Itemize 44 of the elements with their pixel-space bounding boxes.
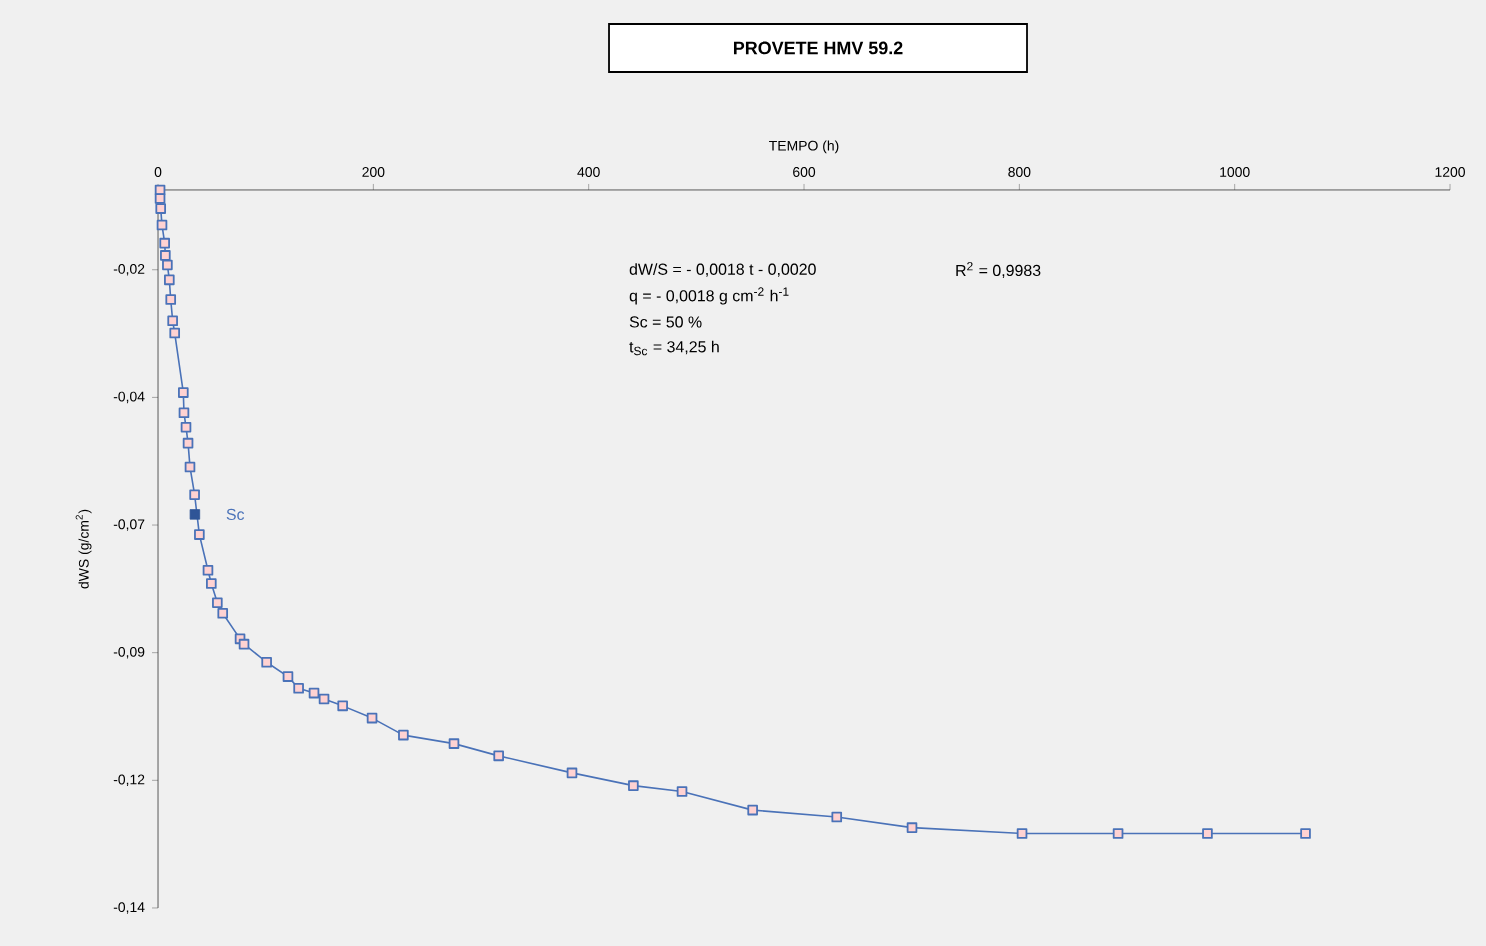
point: [308, 687, 320, 699]
point: [282, 671, 294, 682]
point: [493, 750, 504, 762]
point: [1202, 828, 1213, 839]
point: [1016, 828, 1028, 839]
point: [184, 461, 196, 473]
point: [566, 767, 578, 779]
point: [448, 738, 460, 749]
point: [178, 387, 189, 398]
point: [189, 489, 200, 501]
point: [178, 407, 190, 419]
point: [906, 822, 918, 833]
point: [206, 578, 217, 589]
chart-title: PROVETE HMV 59.2: [733, 41, 903, 55]
point: [155, 203, 167, 214]
point: [261, 656, 272, 668]
point: [167, 315, 178, 327]
point: [159, 237, 170, 249]
point: [1300, 828, 1311, 839]
point: [398, 729, 409, 741]
point: [366, 712, 378, 724]
point: [162, 259, 173, 271]
point: [156, 219, 168, 231]
point: [164, 274, 175, 286]
point: [189, 509, 201, 520]
point: [194, 529, 205, 540]
point: [676, 786, 688, 797]
point: [154, 193, 166, 204]
point: [831, 811, 843, 823]
point: [318, 693, 330, 705]
point: [293, 683, 304, 694]
point: [165, 294, 177, 305]
point: [1112, 828, 1124, 839]
point: [160, 250, 171, 261]
point: [628, 780, 639, 791]
point: [747, 804, 758, 816]
point: [202, 564, 214, 576]
point: [337, 700, 348, 712]
point: [238, 638, 250, 650]
point: [217, 608, 229, 619]
point: [212, 597, 223, 608]
point: [182, 437, 194, 449]
point: [180, 421, 192, 433]
point: [169, 327, 181, 339]
